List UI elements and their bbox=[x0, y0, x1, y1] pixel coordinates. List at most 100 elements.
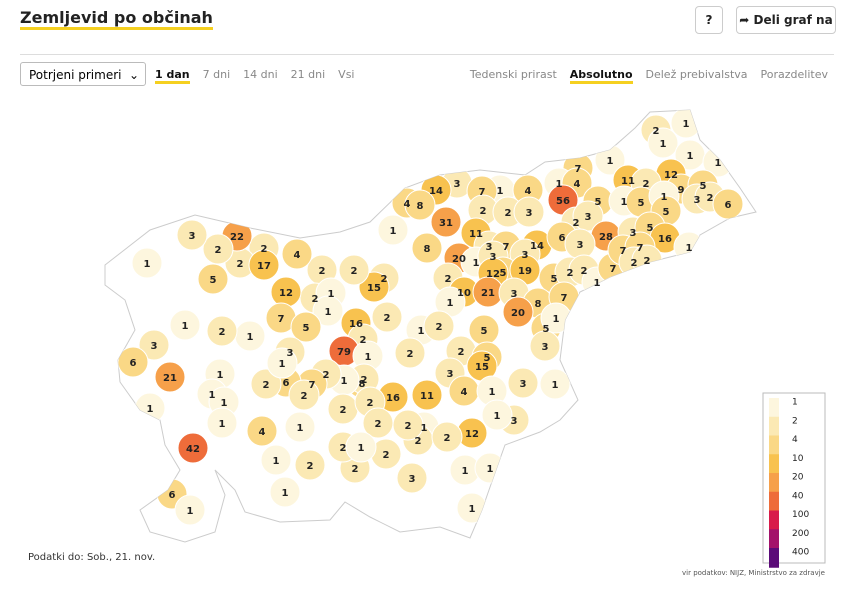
municipality-value: 12 bbox=[465, 429, 479, 440]
municipality-value: 2 bbox=[381, 274, 388, 285]
legend-swatch bbox=[769, 435, 779, 456]
municipality-value: 2 bbox=[219, 327, 226, 338]
view-tab[interactable]: Absolutno bbox=[569, 68, 633, 84]
period-tab[interactable]: 1 dan bbox=[155, 68, 190, 84]
municipality-value: 1 bbox=[365, 352, 372, 363]
municipality-value: 5 bbox=[700, 181, 707, 192]
municipality-value: 1 bbox=[473, 258, 480, 269]
municipality-value: 16 bbox=[658, 234, 672, 245]
municipality-value: 2 bbox=[631, 258, 638, 269]
municipality-value: 1 bbox=[683, 119, 690, 130]
municipality bbox=[290, 311, 322, 343]
municipality-value: 2 bbox=[436, 322, 443, 333]
municipality-value: 2 bbox=[480, 206, 487, 217]
view-tab[interactable]: Tedenski prirast bbox=[469, 68, 557, 81]
legend-label: 1 bbox=[792, 398, 798, 408]
municipality-value: 11 bbox=[420, 391, 434, 402]
municipality-value: 3 bbox=[287, 348, 294, 359]
municipality-value: 20 bbox=[452, 254, 466, 265]
help-button[interactable]: ? bbox=[695, 6, 723, 34]
municipality-value: 1 bbox=[447, 298, 454, 309]
dropdown[interactable]: Potrjeni primeri ⌄ bbox=[20, 62, 146, 86]
municipality-value: 2 bbox=[263, 380, 270, 391]
municipality bbox=[529, 330, 561, 362]
municipality bbox=[206, 407, 238, 439]
municipality-value: 8 bbox=[417, 201, 424, 212]
municipality-value: 5 bbox=[647, 223, 654, 234]
municipality-value: 2 bbox=[215, 245, 222, 256]
municipality-value: 6 bbox=[130, 358, 137, 369]
municipality-value: 2 bbox=[340, 405, 347, 416]
municipality-value: 7 bbox=[561, 293, 568, 304]
municipality-value: 11 bbox=[469, 229, 483, 240]
municipality-value: 12 bbox=[664, 170, 678, 181]
view-tab[interactable]: Delež prebivalstva bbox=[645, 68, 748, 81]
municipality-value: 2 bbox=[340, 443, 347, 454]
period-tab[interactable]: Vsi bbox=[338, 68, 355, 81]
municipality-value: 1 bbox=[621, 197, 628, 208]
municipality-value: 1 bbox=[487, 464, 494, 475]
municipality-value: 2 bbox=[653, 126, 660, 137]
municipality-value: 5 bbox=[595, 197, 602, 208]
municipality-value: 1 bbox=[552, 380, 559, 391]
municipality bbox=[169, 309, 201, 341]
municipality-value: 3 bbox=[522, 250, 529, 261]
municipality-value: 8 bbox=[359, 379, 366, 390]
municipality-value: 2 bbox=[505, 208, 512, 219]
period-tab[interactable]: 7 dni bbox=[202, 68, 231, 81]
municipality-value: 8 bbox=[535, 299, 542, 310]
municipality-value: 1 bbox=[147, 404, 154, 415]
municipality-value: 1 bbox=[661, 192, 668, 203]
municipality-value: 3 bbox=[526, 208, 533, 219]
share-button[interactable]: ➦ Deli graf na bbox=[736, 6, 836, 34]
municipality-value: 1 bbox=[469, 504, 476, 515]
municipality bbox=[338, 254, 370, 286]
municipality-value: 15 bbox=[475, 362, 489, 373]
legend-label: 10 bbox=[792, 454, 804, 464]
municipality bbox=[246, 415, 278, 447]
municipality bbox=[377, 214, 409, 246]
period-tab[interactable]: 14 dni bbox=[243, 68, 278, 81]
municipality-value: 2 bbox=[261, 244, 268, 255]
municipality bbox=[197, 263, 229, 295]
municipality-value: 15 bbox=[367, 283, 381, 294]
municipality-value: 2 bbox=[444, 433, 451, 444]
municipality-value: 2 bbox=[445, 274, 452, 285]
municipality-value: 22 bbox=[230, 232, 244, 243]
municipality bbox=[131, 247, 163, 279]
legend-label: 100 bbox=[792, 510, 809, 520]
municipality-value: 16 bbox=[349, 319, 363, 330]
municipality-value: 1 bbox=[273, 456, 280, 467]
municipality-value: 7 bbox=[278, 314, 285, 325]
municipality-value: 1 bbox=[462, 466, 469, 477]
municipality bbox=[174, 494, 206, 526]
municipality-value: 1 bbox=[187, 506, 194, 517]
municipality-value: 7 bbox=[575, 164, 582, 175]
legend-swatch bbox=[769, 491, 779, 512]
period-tab[interactable]: 21 dni bbox=[290, 68, 326, 81]
municipality bbox=[177, 432, 209, 464]
municipality bbox=[312, 295, 344, 327]
municipality-value: 2 bbox=[458, 347, 465, 358]
municipality-value: 2 bbox=[351, 266, 358, 277]
municipality-value: 7 bbox=[610, 264, 617, 275]
municipality-value: 5 bbox=[484, 353, 491, 364]
municipality-value: 2 bbox=[567, 268, 574, 279]
municipality-value: 1 bbox=[358, 443, 365, 454]
municipality-value: 5 bbox=[551, 274, 558, 285]
municipality bbox=[371, 301, 403, 333]
municipality bbox=[206, 315, 238, 347]
municipality-value: 3 bbox=[520, 379, 527, 390]
municipality bbox=[647, 127, 679, 159]
municipality-value: 3 bbox=[511, 416, 518, 427]
source-note: vir podatkov: NIJZ, Ministrstvo za zdrav… bbox=[682, 569, 825, 577]
municipality-value: 12 bbox=[486, 269, 500, 280]
municipality-value: 6 bbox=[725, 200, 732, 211]
municipality-value: 3 bbox=[409, 474, 416, 485]
view-tab[interactable]: Porazdelitev bbox=[760, 68, 828, 81]
municipality-value: 1 bbox=[660, 139, 667, 150]
municipality-value: 3 bbox=[542, 342, 549, 353]
municipality-value: 1 bbox=[297, 423, 304, 434]
municipality-value: 28 bbox=[599, 232, 613, 243]
